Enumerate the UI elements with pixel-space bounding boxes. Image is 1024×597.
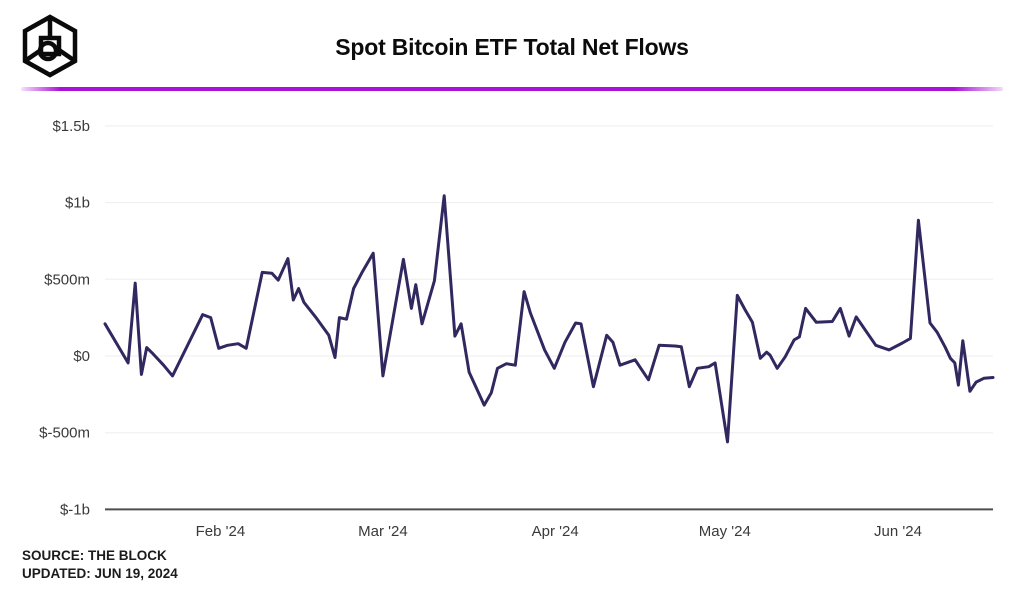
accent-divider [21,87,1003,91]
the-block-logo-icon [22,14,78,78]
updated-label: UPDATED: JUN 19, 2024 [22,566,178,581]
y-tick-label: $1.5b [52,118,90,135]
chart-footer: SOURCE: THE BLOCK UPDATED: JUN 19, 2024 [22,547,178,583]
x-tick-label: Apr '24 [532,523,579,540]
source-label: SOURCE: THE BLOCK [22,548,167,563]
y-tick-label: $-1b [60,501,90,518]
chart-header: Spot Bitcoin ETF Total Net Flows [0,0,1024,91]
y-tick-label: $500m [44,271,90,288]
page-title: Spot Bitcoin ETF Total Net Flows [335,34,689,60]
net-flows-series-line [103,194,995,444]
x-tick-label: Mar '24 [358,523,408,540]
x-tick-label: Jun '24 [874,523,922,540]
y-tick-label: $0 [73,348,90,365]
y-tick-label: $-500m [39,425,90,442]
y-tick-label: $1b [65,195,90,212]
x-tick-label: Feb '24 [196,523,246,540]
x-tick-label: May '24 [699,523,751,540]
